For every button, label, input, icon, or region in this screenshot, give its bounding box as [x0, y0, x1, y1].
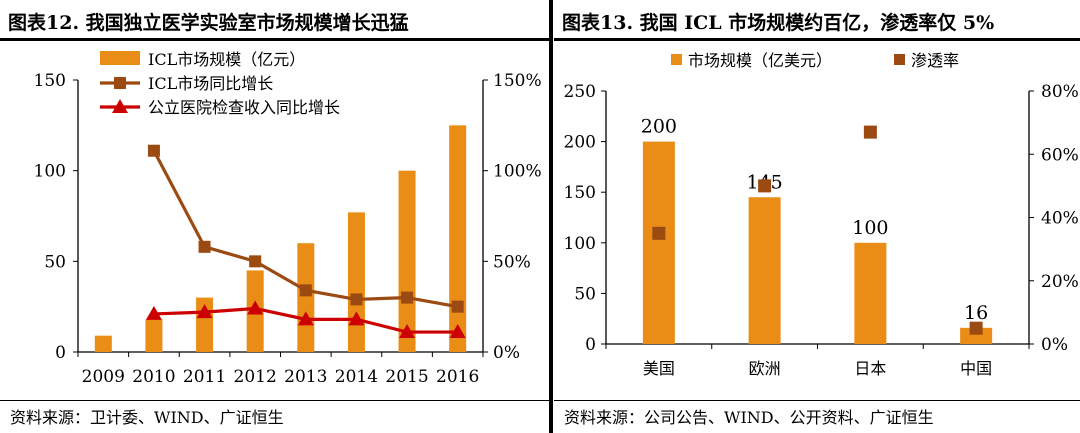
right-chart-title: 图表13. 我国 ICL 市场规模约百亿，渗透率仅 5%: [562, 12, 995, 34]
marker-icl-growth: [401, 291, 414, 304]
right-y-tick-label: 80%: [1041, 82, 1079, 102]
x-tick-label: 2016: [436, 367, 479, 387]
x-tick-label: 2010: [132, 367, 175, 387]
x-tick-label: 2011: [183, 367, 226, 387]
right-source-rule: [554, 400, 1080, 401]
point-penetration-rate: [969, 321, 983, 335]
x-tick-label: 美国: [643, 359, 675, 378]
right-source-note: 资料来源：公司公告、WIND、公开资料、广证恒生: [564, 408, 934, 427]
marker-hospital-growth: [348, 311, 365, 326]
marker-hospital-growth: [196, 304, 213, 319]
left-y-tick-label: 0: [585, 335, 596, 355]
marker-icl-growth: [198, 240, 211, 253]
bar-data-label: 200: [641, 116, 677, 138]
legend-swatch-penetration: [894, 54, 905, 65]
left-y-tick-label: 150: [34, 71, 66, 91]
legend-swatch-bar: [100, 51, 140, 65]
bar-icl-market-size: [347, 212, 365, 352]
marker-icl-growth: [249, 255, 262, 268]
bar-market-size: [642, 141, 675, 344]
left-y-tick-label: 50: [574, 284, 596, 304]
x-tick-label: 中国: [960, 359, 992, 378]
point-penetration-rate: [758, 179, 772, 193]
x-tick-label: 2009: [82, 367, 125, 387]
marker-icl-growth: [299, 284, 312, 297]
x-tick-label: 日本: [854, 359, 886, 378]
panel-divider: [549, 0, 553, 433]
right-y-tick-label: 0%: [493, 343, 520, 363]
left-title-rule: [0, 38, 549, 41]
bar-icl-market-size: [94, 335, 112, 352]
left-source-note: 资料来源：卫计委、WIND、广证恒生: [10, 408, 284, 427]
marker-hospital-growth: [399, 324, 416, 339]
left-y-tick-label: 200: [564, 133, 596, 153]
left-chart: 0 50 100 150 0% 50% 100% 150% 2009 2010 2011 2012 20…: [34, 50, 542, 387]
x-tick-label: 欧洲: [749, 359, 781, 378]
marker-hospital-growth: [145, 305, 162, 320]
right-y-tick-label: 100%: [493, 162, 542, 182]
right-y-tick-label: 150%: [493, 71, 542, 91]
right-y-tick-label: 40%: [1041, 209, 1079, 229]
left-y-tick-label: 0: [55, 343, 66, 363]
bar-icl-market-size: [145, 319, 163, 352]
legend-marker-hospital-growth: [112, 99, 128, 113]
marker-hospital-growth: [449, 324, 466, 339]
legend-label: 公立医院检查收入同比增长: [148, 98, 340, 117]
right-chart: 0 50 100 150 200 250 0% 20% 40% 60% 80% 美国 欧洲 日本 中国 200…: [564, 51, 1079, 378]
x-tick-label: 2014: [335, 367, 378, 387]
left-y-tick-label: 100: [34, 162, 66, 182]
bar-data-label: 100: [852, 217, 888, 239]
x-tick-label: 2013: [284, 367, 327, 387]
bar-icl-market-size: [449, 125, 467, 352]
bar-icl-market-size: [398, 170, 416, 352]
left-y-tick-label: 100: [564, 234, 596, 254]
marker-icl-growth: [350, 293, 363, 306]
legend-label: 渗透率: [911, 51, 959, 70]
left-y-tick-label: 250: [564, 82, 596, 102]
left-y-tick-label: 50: [44, 252, 66, 272]
marker-icl-growth: [147, 144, 160, 157]
x-tick-label: 2012: [234, 367, 277, 387]
left-chart-title: 图表12. 我国独立医学实验室市场规模增长迅猛: [8, 12, 409, 34]
right-y-tick-label: 50%: [493, 252, 531, 272]
marker-hospital-growth: [297, 311, 314, 326]
left-panel: 图表12. 我国独立医学实验室市场规模增长迅猛 0 50 100 150 0% 50% 10…: [0, 12, 549, 427]
legend-swatch-bar: [671, 54, 682, 65]
legend-marker-icl-growth: [114, 77, 126, 89]
bar-data-label: 16: [964, 302, 988, 324]
right-y-tick-label: 60%: [1041, 145, 1079, 165]
right-y-tick-label: 0%: [1041, 335, 1068, 355]
bar-market-size: [960, 327, 993, 344]
right-title-rule: [554, 38, 1080, 41]
legend-label: 市场规模（亿美元）: [688, 51, 832, 70]
bar-market-size: [854, 242, 887, 344]
bar-icl-market-size: [297, 243, 315, 352]
left-y-tick-label: 150: [564, 183, 596, 203]
legend-label: ICL市场规模（亿元）: [148, 50, 305, 69]
marker-hospital-growth: [247, 300, 264, 315]
right-panel: 图表13. 我国 ICL 市场规模约百亿，渗透率仅 5% 0 50 100 150 20…: [554, 0, 1080, 433]
point-penetration-rate: [863, 125, 877, 139]
legend-label: ICL市场同比增长: [148, 74, 273, 93]
marker-icl-growth: [451, 300, 464, 313]
bar-market-size: [748, 197, 781, 344]
point-penetration-rate: [652, 226, 666, 240]
left-source-rule: [0, 400, 549, 401]
x-tick-label: 2015: [385, 367, 428, 387]
right-y-tick-label: 20%: [1041, 272, 1079, 292]
